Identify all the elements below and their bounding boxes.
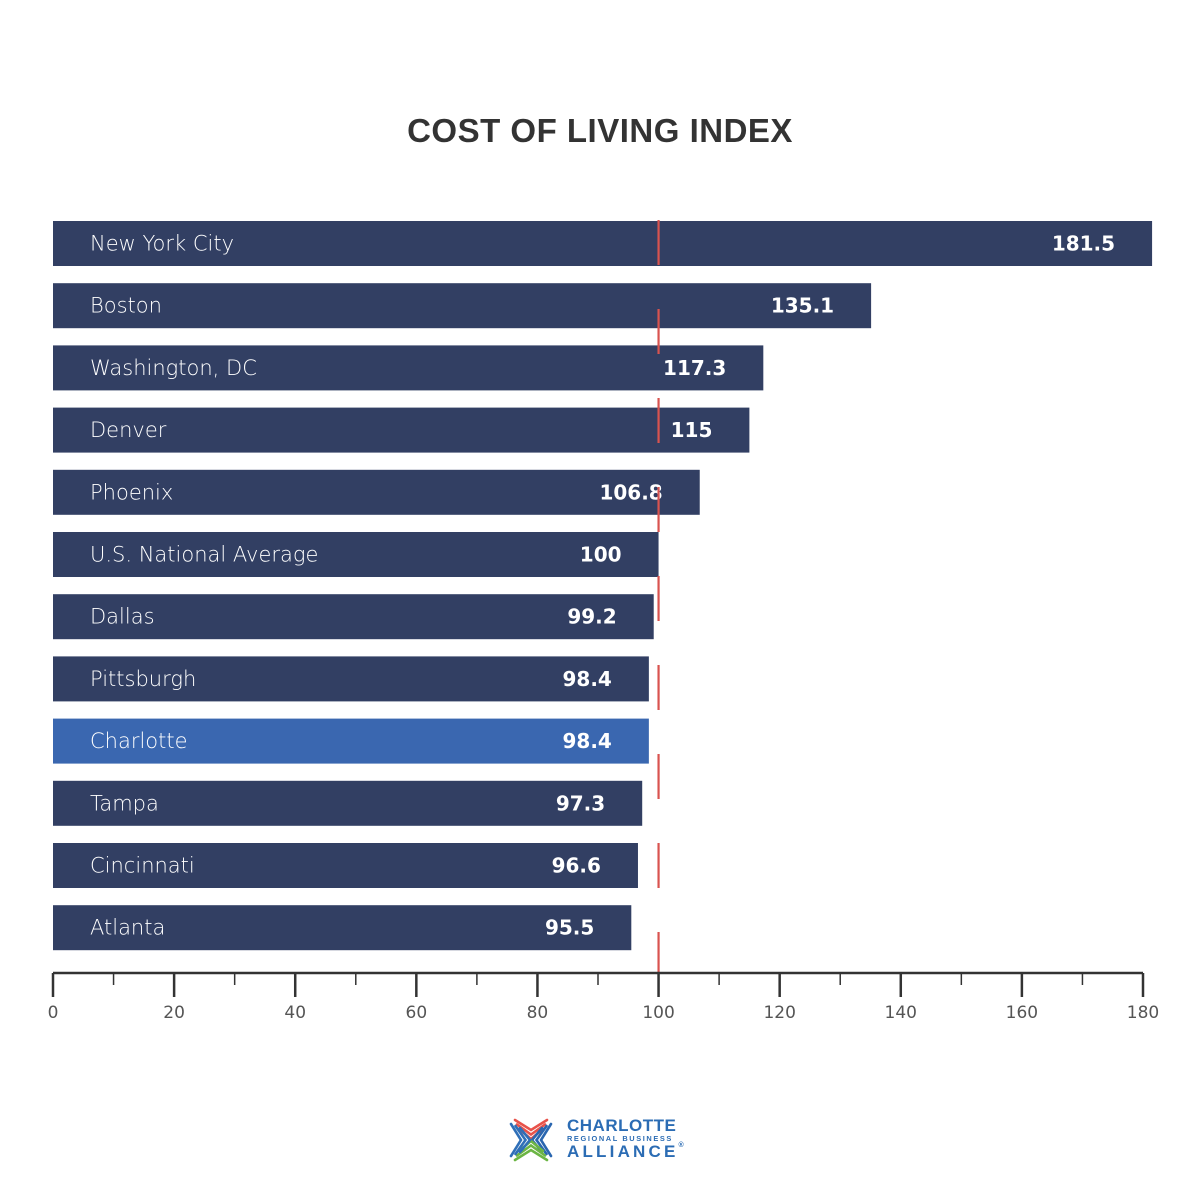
x-tick-label: 40 [284, 1003, 306, 1023]
bar-category-label: New York City [90, 232, 234, 256]
bar-value-label: 99.2 [567, 605, 616, 629]
logo-mark-icon [509, 1118, 553, 1162]
bar-value-label: 115 [671, 418, 713, 442]
bar [53, 283, 872, 329]
bar [53, 532, 659, 577]
bar-group: New York City 181.5 [53, 221, 1153, 266]
logo-line-3: ALLIANCE® [567, 1142, 684, 1162]
bar-value-label: 98.4 [563, 729, 612, 753]
bar-category-label: Boston [90, 294, 162, 318]
chart-title: COST OF LIVING INDEX [407, 112, 793, 149]
x-tick-label: 180 [1127, 1003, 1159, 1023]
x-tick-label: 20 [163, 1003, 185, 1023]
bars-layer: New York City 181.5 Boston 135.1 Washington,… [53, 221, 1153, 951]
logo-line-2: REGIONAL BUSINESS [567, 1134, 673, 1143]
x-tick-label: 60 [406, 1003, 428, 1023]
x-axis: 0 20 40 60 80 100 120 140 160 180 [48, 971, 1159, 1023]
bar-category-label: Phoenix [90, 480, 173, 504]
bar-category-label: Pittsburgh [90, 667, 196, 691]
bar-value-label: 135.1 [771, 294, 834, 318]
logo-line-3-text: ALLIANCE [567, 1142, 679, 1161]
bar-group: Phoenix 106.8 [53, 469, 700, 515]
bar [53, 345, 764, 391]
bar [53, 780, 643, 826]
bar [53, 656, 649, 702]
x-tick-label: 120 [763, 1003, 795, 1023]
bar-category-label: Dallas [90, 605, 155, 629]
bar-group: Charlotte 98.4 [53, 718, 649, 764]
x-tick-label: 0 [48, 1003, 59, 1023]
bar-value-label: 117.3 [663, 356, 726, 380]
bar-category-label: U.S. National Average [90, 543, 318, 567]
bar [53, 718, 649, 764]
registered-mark: ® [678, 1142, 684, 1149]
x-tick-label: 100 [642, 1003, 674, 1023]
x-tick-label: 140 [885, 1003, 917, 1023]
bar-chart: New York City 181.5 Boston 135.1 Washington,… [48, 220, 1159, 1023]
bar [53, 221, 1153, 266]
x-tick-label: 160 [1006, 1003, 1038, 1023]
bar-category-label: Charlotte [90, 729, 188, 753]
bar [53, 469, 700, 515]
bar-group: Dallas 99.2 [53, 594, 654, 640]
bar-category-label: Atlanta [90, 916, 165, 940]
bar-value-label: 181.5 [1052, 232, 1115, 256]
bar-value-label: 98.4 [563, 667, 612, 691]
bar-category-label: Cincinnati [90, 854, 195, 878]
charlotte-regional-business-alliance-logo: CHARLOTTE REGIONAL BUSINESS ALLIANCE® [507, 1116, 697, 1164]
bar-value-label: 95.5 [545, 916, 594, 940]
logo-line-1: CHARLOTTE [567, 1116, 677, 1135]
bar-group: Cincinnati 96.6 [53, 843, 638, 888]
x-tick-label: 80 [527, 1003, 549, 1023]
bar-group: Tampa 97.3 [53, 780, 643, 826]
bar [53, 407, 750, 453]
bar-category-label: Tampa [90, 791, 159, 815]
logo-chevron-left [509, 1122, 532, 1158]
bar-value-label: 100 [580, 543, 622, 567]
bar-group: Denver 115 [53, 407, 750, 453]
bar-group: U.S. National Average 100 [53, 532, 659, 577]
bar-group: Pittsburgh 98.4 [53, 656, 649, 702]
bar-group: Boston 135.1 [53, 283, 872, 329]
bar-value-label: 96.6 [552, 854, 601, 878]
bar [53, 594, 654, 640]
bar-value-label: 106.8 [599, 480, 662, 504]
bar-group: Atlanta 95.5 [53, 905, 632, 951]
bar [53, 905, 632, 951]
bar-category-label: Denver [90, 418, 167, 442]
bar-category-label: Washington, DC [90, 356, 257, 380]
bar [53, 843, 638, 888]
bar-group: Washington, DC 117.3 [53, 345, 764, 391]
bar-value-label: 97.3 [556, 791, 605, 815]
